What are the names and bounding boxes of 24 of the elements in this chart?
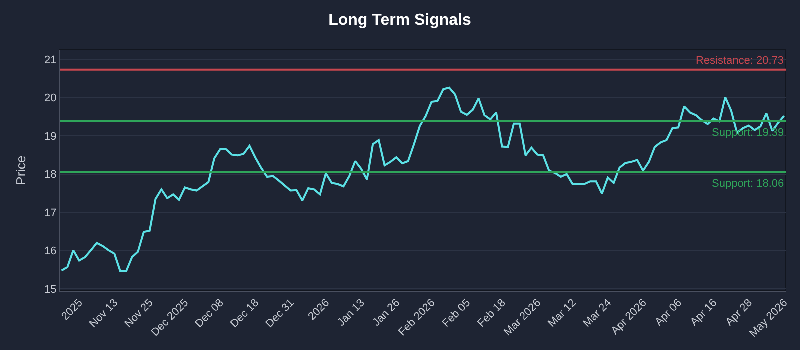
line-series <box>60 86 786 272</box>
ref-line-label: Resistance: 20.73 <box>696 55 784 67</box>
x-tick-label: Nov 13 <box>88 297 121 330</box>
y-tick-label: 19 <box>44 130 57 143</box>
y-tick-label: 15 <box>44 284 57 296</box>
ref-line-label: Support: 19.39 <box>712 127 784 139</box>
x-tick-label: Jan 13 <box>336 297 368 330</box>
x-tick-label: Dec 08 <box>193 297 226 330</box>
y-tick-label: 16 <box>44 246 57 258</box>
x-tick-label: Dec 18 <box>228 297 262 330</box>
x-tick-label: Jan 26 <box>370 297 403 330</box>
y-tick-label: 20 <box>44 92 57 105</box>
chart-title: Long Term Signals <box>328 12 472 30</box>
x-tick-label: Feb 18 <box>476 297 508 330</box>
x-tick-label: Mar 12 <box>546 297 579 330</box>
y-tick-label: 17 <box>44 207 57 220</box>
x-tick-label: Apr 16 <box>688 297 720 329</box>
ref-line-label: Support: 18.06 <box>712 178 784 190</box>
x-tick-label: Dec 31 <box>264 297 297 330</box>
y-tick-label: 18 <box>44 169 57 182</box>
x-tick-label: Apr 06 <box>653 297 685 329</box>
y-tick-label: 21 <box>44 54 57 66</box>
y-axis-title: Price <box>14 156 28 186</box>
x-tick-label: Feb 05 <box>440 297 474 330</box>
